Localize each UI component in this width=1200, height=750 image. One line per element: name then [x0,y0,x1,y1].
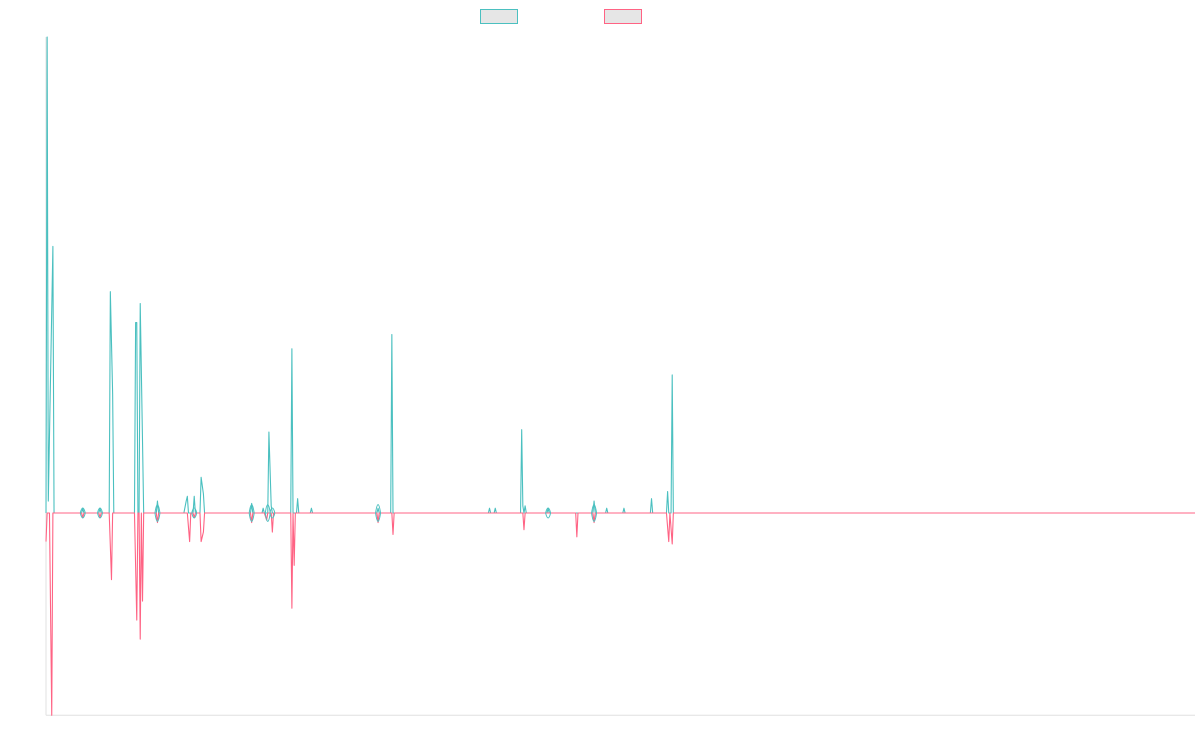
mark-lower-6 [269,512,276,519]
mark-upper-0 [79,507,86,514]
mark-lower-2 [154,512,161,522]
series-line-0 [45,36,1195,514]
legend-item-series-b[interactable] [604,9,648,24]
mark-lower-7 [375,512,382,522]
mark-upper-8 [545,507,552,514]
mark-upper-6 [269,507,276,514]
marks-layer [79,504,598,522]
mark-upper-3 [191,507,198,514]
mark-upper-4 [248,504,255,514]
series-line-1 [45,512,1195,716]
legend-swatch-series-b [604,9,642,24]
mark-lower-9 [591,512,598,522]
mark-upper-2 [154,504,161,514]
mark-upper-9 [591,504,598,514]
mark-lower-1 [97,512,103,519]
mark-lower-0 [79,512,86,519]
series-layer [45,36,1195,716]
legend-swatch-series-a [480,9,518,24]
mark-lower-3 [191,512,198,519]
mark-lower-4 [248,512,255,522]
chart-axes [45,37,1195,716]
mark-lower-5 [264,512,271,522]
mark-lower-8 [545,512,552,519]
mark-upper-7 [375,504,382,514]
mark-upper-1 [97,507,103,514]
chart-legend [0,9,1200,27]
legend-item-series-a[interactable] [480,9,524,24]
mark-upper-5 [264,504,271,514]
